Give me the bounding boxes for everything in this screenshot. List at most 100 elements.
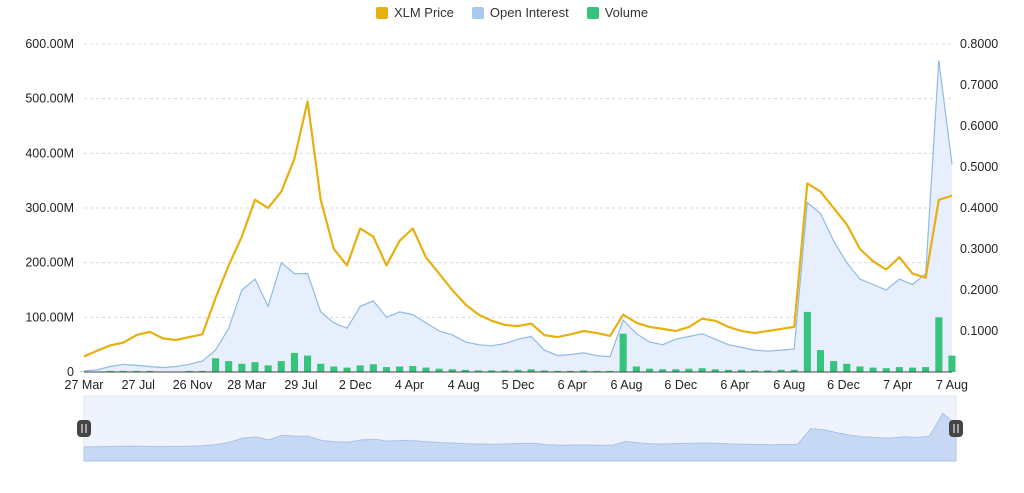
- right-tick-label: 0.1000: [960, 324, 998, 338]
- legend-swatch: [471, 6, 484, 19]
- left-tick-label: 300.00M: [25, 201, 74, 215]
- volume-bar: [922, 367, 930, 372]
- right-tick-label: 0.4000: [960, 201, 998, 215]
- volume-bar: [567, 370, 575, 372]
- volume-bar: [106, 370, 114, 372]
- volume-bar: [803, 311, 811, 372]
- volume-bar: [764, 370, 772, 372]
- volume-bar: [330, 366, 338, 372]
- legend-label: Volume: [604, 5, 649, 20]
- volume-bar: [475, 370, 483, 372]
- x-tick-label: 6 Aug: [773, 378, 805, 392]
- x-tick-label: 29 Jul: [284, 378, 317, 392]
- volume-bar: [185, 370, 193, 372]
- handle-grip: [77, 420, 91, 437]
- x-tick-label: 28 Mar: [227, 378, 266, 392]
- volume-bar: [238, 363, 246, 372]
- x-tick-label: 6 Apr: [720, 378, 749, 392]
- volume-bar: [277, 361, 285, 372]
- volume-bar: [593, 370, 601, 372]
- legend-item-volume[interactable]: Volume: [586, 5, 649, 20]
- volume-bar: [369, 364, 377, 372]
- x-tick-label: 27 Jul: [122, 378, 155, 392]
- volume-bar: [396, 366, 404, 372]
- x-tick-label: 6 Aug: [611, 378, 643, 392]
- x-axis: 27 Mar 27 Jul 26 Nov 28 Mar 29 Jul 2 Dec 4 Apr…: [65, 371, 968, 392]
- x-tick-label: 7 Aug: [936, 378, 968, 392]
- volume-bar: [935, 317, 943, 372]
- volume-bar: [672, 369, 680, 372]
- volume-bar: [580, 370, 588, 372]
- left-axis: 600.00M 500.00M 400.00M 300.00M 200.00M 100.0…: [25, 37, 74, 379]
- volume-bar: [343, 367, 351, 372]
- volume-bar: [909, 367, 917, 372]
- volume-bar: [882, 368, 890, 372]
- volume-bar: [304, 355, 312, 372]
- xlm-price-line: [83, 100, 953, 358]
- volume-bar: [751, 370, 759, 372]
- volume-bar: [501, 370, 509, 372]
- left-tick-label: 200.00M: [25, 256, 74, 270]
- x-tick-label: 26 Nov: [173, 378, 213, 392]
- right-tick-label: 0.6000: [960, 119, 998, 133]
- legend-item-open-interest[interactable]: Open Interest: [471, 5, 569, 20]
- volume-bar: [856, 366, 864, 372]
- volume-bar: [632, 366, 640, 372]
- left-tick-label: 100.00M: [25, 310, 74, 324]
- volume-bar: [527, 369, 535, 372]
- volume-bar: [698, 368, 706, 372]
- open-interest-area: [84, 60, 952, 373]
- navigator-handle-left[interactable]: [77, 420, 91, 437]
- volume-bar: [80, 371, 88, 372]
- volume-bar: [816, 350, 824, 372]
- volume-bar: [895, 367, 903, 372]
- handle-grip: [949, 420, 963, 437]
- volume-bar: [711, 369, 719, 372]
- grid-lines: [84, 43, 952, 373]
- volume-bar: [948, 355, 956, 372]
- volume-bar: [119, 370, 127, 372]
- volume-bar: [606, 370, 614, 372]
- range-navigator[interactable]: [77, 395, 963, 462]
- right-tick-label: 0.5000: [960, 160, 998, 174]
- volume-bar: [146, 370, 154, 372]
- x-tick-label: 27 Mar: [65, 378, 104, 392]
- volume-bar: [659, 369, 667, 372]
- navigator-series: [83, 412, 957, 462]
- right-tick-label: 0.7000: [960, 78, 998, 92]
- x-tick-label: 2 Dec: [339, 378, 372, 392]
- x-tick-label: 5 Dec: [502, 378, 535, 392]
- volume-bar: [777, 369, 785, 372]
- volume-bar: [514, 369, 522, 372]
- x-tick-label: 7 Apr: [883, 378, 912, 392]
- left-tick-label: 500.00M: [25, 92, 74, 106]
- price-layer: [83, 100, 953, 358]
- volume-bar: [198, 370, 206, 372]
- volume-bar: [435, 368, 443, 372]
- x-tick-label: 6 Apr: [558, 378, 587, 392]
- volume-bar: [448, 369, 456, 372]
- volume-bar: [317, 363, 325, 372]
- volume-bar: [356, 365, 364, 372]
- left-tick-label: 400.00M: [25, 146, 74, 160]
- right-axis: 0.8000 0.7000 0.6000 0.5000 0.4000 0.3000 0.20…: [960, 37, 998, 338]
- volume-bar: [461, 369, 469, 372]
- volume-bar: [843, 363, 851, 372]
- open-interest-layer: [83, 60, 953, 373]
- navigator-handle-right[interactable]: [949, 420, 963, 437]
- volume-bar: [619, 333, 627, 372]
- x-tick-label: 6 Dec: [827, 378, 860, 392]
- right-tick-label: 0.8000: [960, 37, 998, 51]
- volume-bar: [212, 358, 220, 372]
- volume-bar: [488, 370, 496, 372]
- right-tick-label: 0.2000: [960, 283, 998, 297]
- legend-label: Open Interest: [489, 5, 569, 20]
- volume-bar: [225, 361, 233, 372]
- volume-bar: [724, 369, 732, 372]
- volume-bar: [646, 368, 654, 372]
- volume-layer: [80, 311, 956, 372]
- legend-label: XLM Price: [393, 5, 454, 20]
- legend-item-xlm-price[interactable]: XLM Price: [375, 5, 454, 20]
- x-tick-label: 4 Aug: [448, 378, 480, 392]
